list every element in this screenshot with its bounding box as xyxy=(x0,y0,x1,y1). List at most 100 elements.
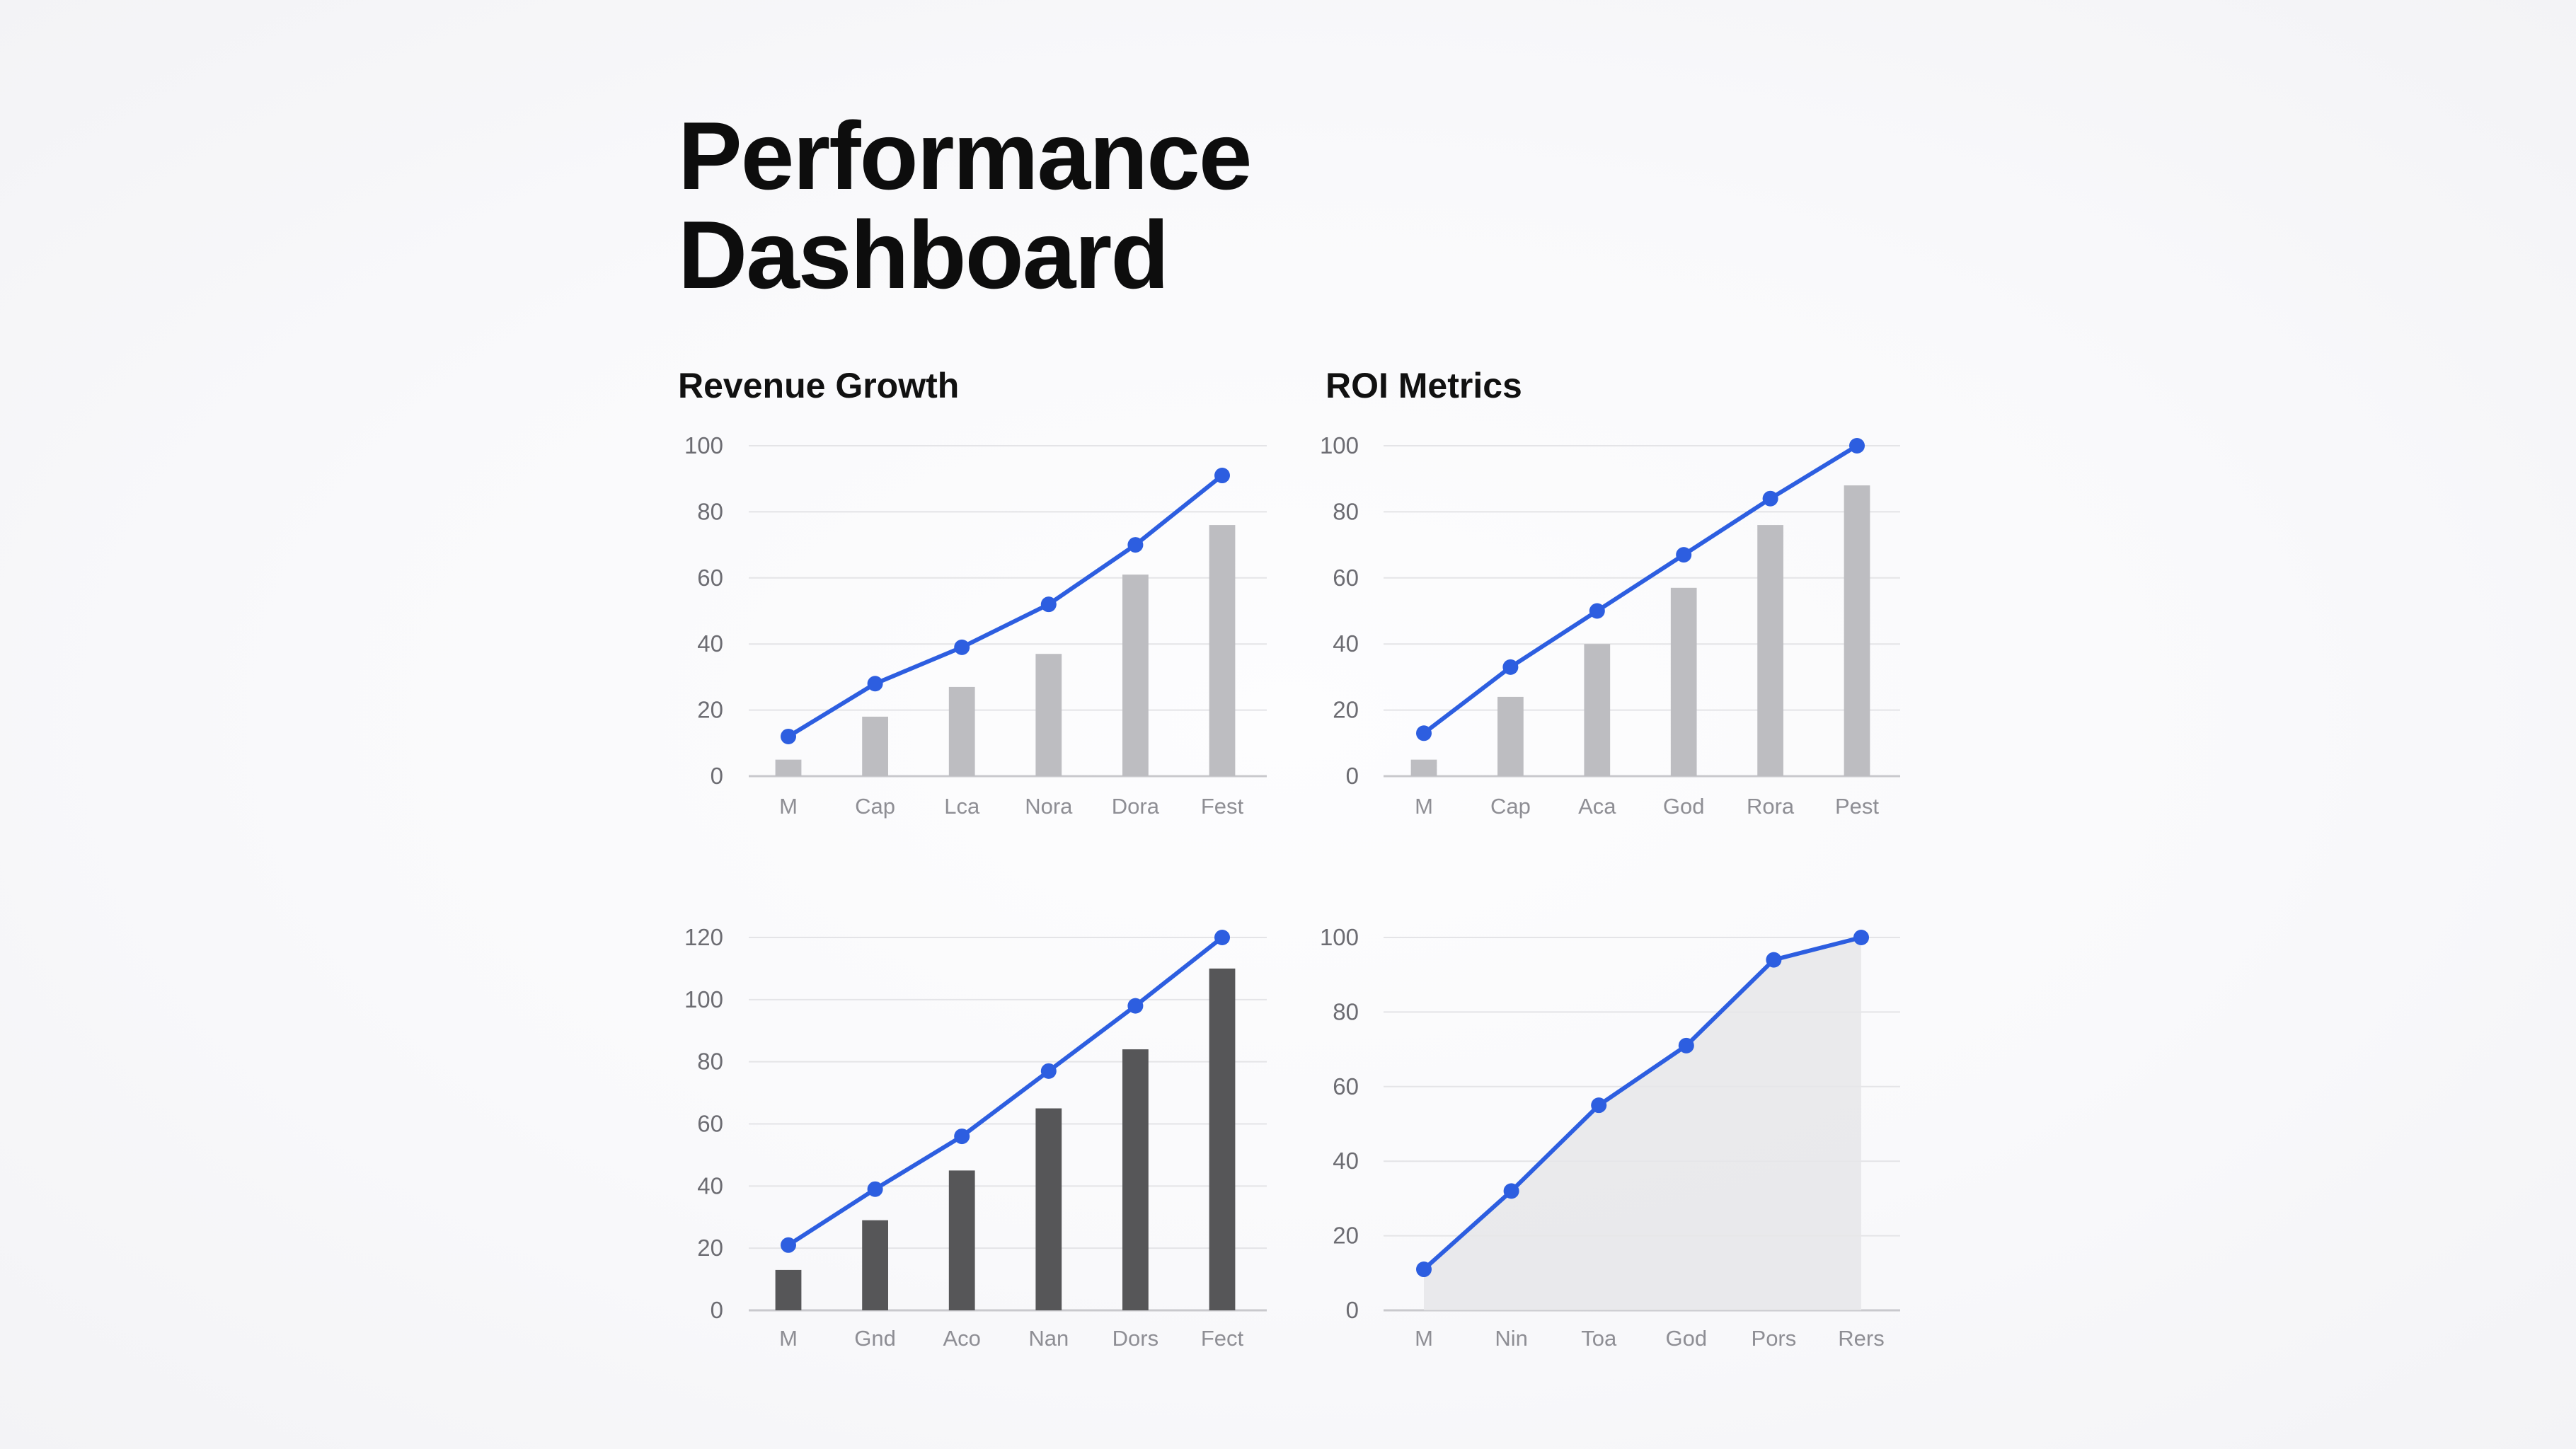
page-title: Performance Dashboard xyxy=(678,102,1252,308)
y-tick-label: 100 xyxy=(684,432,723,458)
y-tick-label: 20 xyxy=(697,1235,723,1261)
x-tick-label: Lca xyxy=(944,794,980,819)
data-point xyxy=(1503,1183,1519,1199)
bar xyxy=(1584,644,1611,776)
y-tick-label: 20 xyxy=(1333,1223,1359,1249)
x-tick-label: Pest xyxy=(1835,794,1879,819)
y-tick-label: 40 xyxy=(697,1172,723,1199)
area-fill xyxy=(1424,937,1861,1310)
y-tick-label: 100 xyxy=(684,986,723,1012)
bar xyxy=(862,1220,888,1310)
x-tick-label: Aco xyxy=(943,1326,980,1351)
bar xyxy=(862,716,888,776)
series-line xyxy=(786,473,1224,739)
data-point xyxy=(1040,1063,1057,1079)
series-line xyxy=(1422,444,1859,736)
y-tick-label: 120 xyxy=(684,924,723,950)
bar xyxy=(1122,1049,1149,1310)
chart-bottom-right: 0 20 40 60 80 100 M Nin Toa God Pors Rers xyxy=(1320,924,1900,1351)
x-tick-label: Fect xyxy=(1201,1326,1244,1351)
data-point xyxy=(1676,547,1692,563)
x-tick-label: Nin xyxy=(1495,1326,1528,1351)
data-point xyxy=(1214,930,1230,945)
chart-revenue-growth: Revenue Growth 0 20 40 60 80 100 M Cap Lca Nora Do… xyxy=(678,366,1267,819)
bar xyxy=(948,1170,975,1310)
x-tick-label: Dors xyxy=(1112,1326,1158,1351)
chart-title: Revenue Growth xyxy=(678,366,959,405)
chart-title: ROI Metrics xyxy=(1326,366,1522,405)
y-tick-label: 40 xyxy=(1333,1148,1359,1174)
bar xyxy=(1122,575,1149,776)
x-tick-label: Toa xyxy=(1581,1326,1617,1351)
data-point xyxy=(1766,952,1782,968)
series-line xyxy=(1422,935,1863,1272)
y-tick-label: 40 xyxy=(697,630,723,657)
x-tick-label: M xyxy=(1415,1326,1433,1351)
bar xyxy=(775,759,802,776)
bar xyxy=(1209,968,1236,1310)
data-point xyxy=(1416,1262,1432,1278)
x-tick-label: Dora xyxy=(1112,794,1160,819)
y-tick-label: 20 xyxy=(1333,697,1359,723)
page-title-line-2: Dashboard xyxy=(678,201,1169,308)
x-tick-label: Nora xyxy=(1025,794,1073,819)
x-tick-label: Cap xyxy=(855,794,895,819)
bar xyxy=(1035,1108,1062,1310)
bar xyxy=(775,1269,802,1310)
y-tick-label: 80 xyxy=(697,1049,723,1075)
y-tick-label: 40 xyxy=(1333,630,1359,657)
y-tick-label: 60 xyxy=(697,1111,723,1137)
data-point xyxy=(1502,659,1519,675)
y-tick-label: 80 xyxy=(1333,498,1359,524)
y-tick-label: 0 xyxy=(711,763,723,789)
bar xyxy=(1670,587,1697,776)
x-tick-label: M xyxy=(779,1326,798,1351)
y-tick-label: 0 xyxy=(1346,763,1359,789)
bar xyxy=(1757,525,1783,776)
data-point xyxy=(1589,603,1605,619)
x-tick-label: M xyxy=(779,794,798,819)
x-tick-label: God xyxy=(1663,794,1705,819)
bar xyxy=(1844,485,1870,776)
y-tick-label: 0 xyxy=(711,1297,723,1323)
y-tick-label: 0 xyxy=(1346,1297,1359,1323)
bar xyxy=(948,686,975,776)
bar xyxy=(1209,525,1236,776)
x-tick-label: Rora xyxy=(1747,794,1795,819)
page-title-line-1: Performance xyxy=(678,102,1252,209)
data-point xyxy=(1591,1097,1607,1114)
bar xyxy=(1035,654,1062,776)
x-tick-label: Gnd xyxy=(854,1326,896,1351)
x-tick-label: M xyxy=(1415,794,1433,819)
y-tick-label: 80 xyxy=(1333,998,1359,1024)
chart-roi-metrics: ROI Metrics 0 20 40 60 80 100 M Cap Aca God Rora Pe… xyxy=(1320,366,1900,819)
x-tick-label: Aca xyxy=(1578,794,1616,819)
data-point xyxy=(954,639,970,655)
data-point xyxy=(867,1181,883,1197)
y-tick-label: 20 xyxy=(697,697,723,723)
data-point xyxy=(1849,438,1865,454)
x-tick-label: Nan xyxy=(1028,1326,1069,1351)
x-tick-label: Pors xyxy=(1752,1326,1797,1351)
series-line xyxy=(786,935,1224,1247)
x-tick-label: Fest xyxy=(1201,794,1244,819)
data-point xyxy=(954,1128,970,1145)
data-point xyxy=(1853,930,1869,945)
x-tick-label: Rers xyxy=(1838,1326,1884,1351)
data-point xyxy=(1678,1037,1694,1053)
data-point xyxy=(867,676,883,692)
y-tick-label: 60 xyxy=(697,565,723,591)
data-point xyxy=(1214,468,1230,484)
x-tick-label: God xyxy=(1665,1326,1707,1351)
bar xyxy=(1410,759,1437,776)
x-tick-label: Cap xyxy=(1490,794,1531,819)
bar xyxy=(1497,696,1524,776)
chart-bottom-left: 0 20 40 60 80 100 120 M Gnd Aco Nan Dors Fect xyxy=(684,924,1267,1351)
data-point xyxy=(1040,596,1057,613)
data-point xyxy=(1762,490,1778,507)
y-tick-label: 100 xyxy=(1320,924,1359,950)
y-tick-label: 100 xyxy=(1320,432,1359,458)
data-point xyxy=(781,728,796,744)
